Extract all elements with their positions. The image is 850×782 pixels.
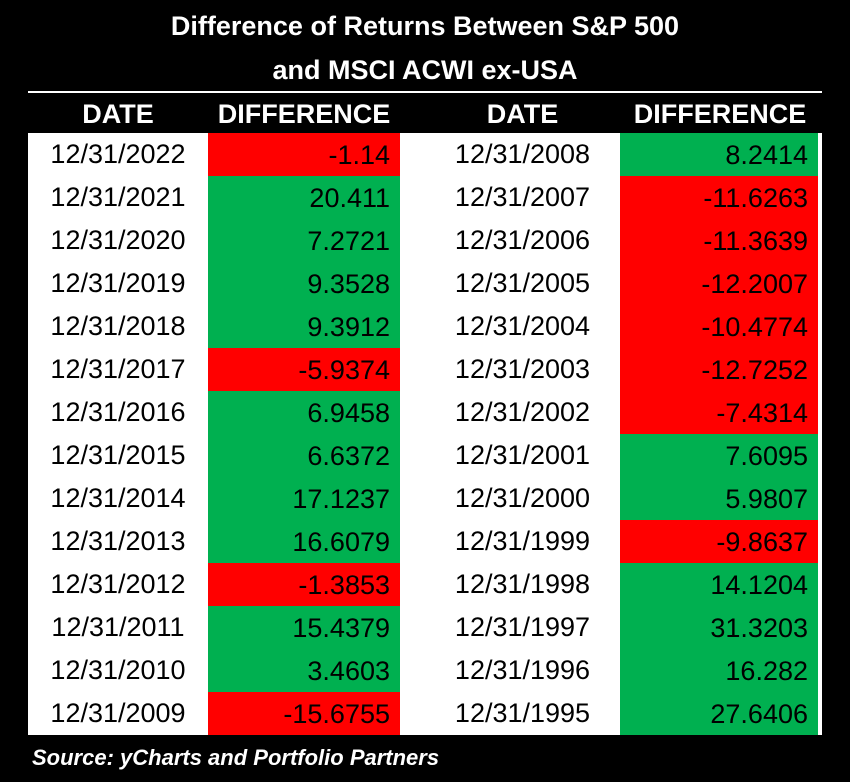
date-cell: 12/31/1999 xyxy=(454,526,591,556)
difference-cell: 3.4603 xyxy=(208,649,400,692)
difference-cell: -15.6755 xyxy=(208,692,400,735)
date-cell: 12/31/2020 xyxy=(50,225,186,255)
difference-cell: 15.4379 xyxy=(208,606,400,649)
date-cell: 12/31/2004 xyxy=(454,311,591,341)
difference-cell: 14.1204 xyxy=(620,563,818,606)
date-cell: 12/31/2008 xyxy=(454,139,591,169)
difference-cell: 16.282 xyxy=(620,649,818,692)
chart-title-line-2: and MSCI ACWI ex-USA xyxy=(272,55,578,85)
difference-cell: 27.6406 xyxy=(620,692,818,735)
difference-cell: 5.9807 xyxy=(620,477,818,520)
title-divider xyxy=(28,91,822,93)
date-cell: 12/31/2006 xyxy=(454,225,591,255)
difference-cell: -9.8637 xyxy=(620,520,818,563)
difference-cell: 8.2414 xyxy=(620,133,818,176)
date-cell: 12/31/2015 xyxy=(50,440,186,470)
date-cell: 12/31/2000 xyxy=(454,483,591,513)
chart-title-line-1: Difference of Returns Between S&P 500 xyxy=(170,11,680,41)
header-difference-right: DIFFERENCE xyxy=(633,99,807,129)
difference-cell: 16.6079 xyxy=(208,520,400,563)
date-cell: 12/31/2005 xyxy=(454,268,591,298)
difference-cell: -12.7252 xyxy=(620,348,818,391)
date-cell: 12/31/2017 xyxy=(50,354,186,384)
difference-cell: 6.6372 xyxy=(208,434,400,477)
difference-cell: 9.3912 xyxy=(208,305,400,348)
header-date-right: DATE xyxy=(486,99,559,129)
date-cell: 12/31/1997 xyxy=(454,612,591,642)
date-cell: 12/31/2012 xyxy=(50,569,186,599)
difference-cell: -7.4314 xyxy=(620,391,818,434)
difference-cell: -11.3639 xyxy=(620,219,818,262)
source-note: Source: yCharts and Portfolio Partners xyxy=(32,745,440,770)
date-cell: 12/31/1995 xyxy=(454,698,591,728)
date-cell: 12/31/2014 xyxy=(50,483,186,513)
difference-cell: 7.2721 xyxy=(208,219,400,262)
date-cell: 12/31/2011 xyxy=(51,612,185,642)
date-cell: 12/31/2003 xyxy=(454,354,591,384)
difference-cell: 20.411 xyxy=(208,176,400,219)
date-cell: 12/31/2022 xyxy=(50,139,186,169)
difference-cell: 31.3203 xyxy=(620,606,818,649)
difference-cell: 9.3528 xyxy=(208,262,400,305)
difference-cell: 17.1237 xyxy=(208,477,400,520)
date-cell: 12/31/1996 xyxy=(454,655,591,685)
difference-cell: -1.14 xyxy=(208,133,400,176)
difference-cell: 6.9458 xyxy=(208,391,400,434)
header-difference-left: DIFFERENCE xyxy=(217,99,391,129)
date-cell: 12/31/2018 xyxy=(50,311,186,341)
difference-cell: -12.2007 xyxy=(620,262,818,305)
date-cell: 12/31/2021 xyxy=(50,182,186,212)
difference-cell: -5.9374 xyxy=(208,348,400,391)
difference-cell: 7.6095 xyxy=(620,434,818,477)
date-cell: 12/31/2001 xyxy=(454,440,591,470)
date-cell: 12/31/2009 xyxy=(50,698,186,728)
date-cell: 12/31/2016 xyxy=(50,397,186,427)
header-date-left: DATE xyxy=(82,99,154,129)
returns-table: 12/31/2022 -1.14 12/31/2021 20.411 12/31/202… xyxy=(28,133,822,735)
difference-cell: -10.4774 xyxy=(620,305,818,348)
difference-cell: -1.3853 xyxy=(208,563,400,606)
date-cell: 12/31/2010 xyxy=(50,655,186,685)
date-cell: 12/31/2013 xyxy=(50,526,186,556)
date-cell: 12/31/2002 xyxy=(454,397,591,427)
date-cell: 12/31/1998 xyxy=(454,569,591,599)
date-cell: 12/31/2007 xyxy=(454,182,591,212)
date-cell: 12/31/2019 xyxy=(50,268,186,298)
difference-cell: -11.6263 xyxy=(620,176,818,219)
